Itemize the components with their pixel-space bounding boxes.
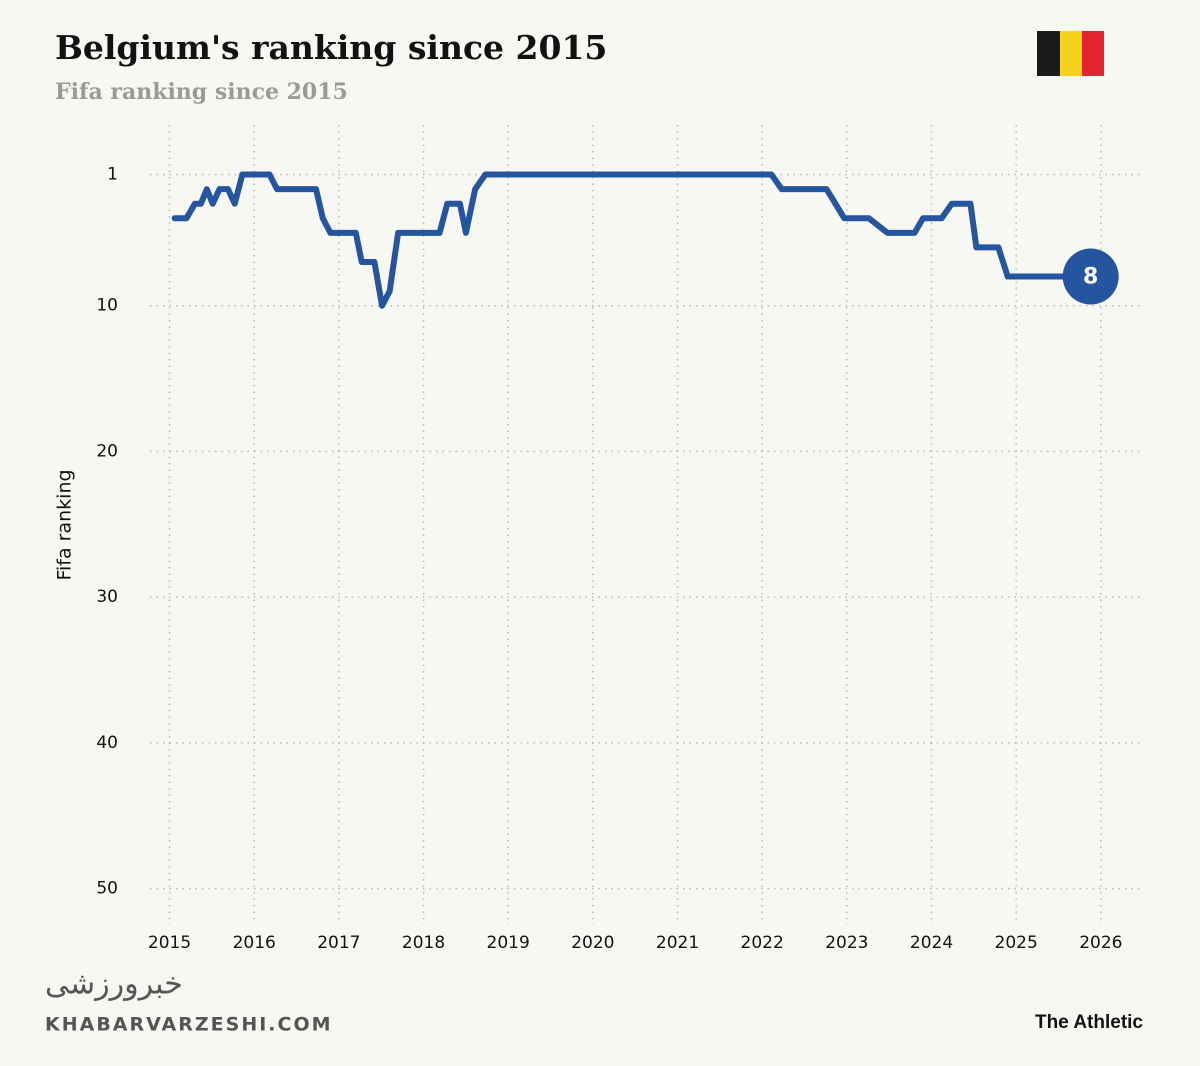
y-tick-label: 30 [96,587,118,607]
x-tick-label: 2018 [402,933,445,953]
watermark: KHABARVARZESHI.COM [45,1014,333,1036]
y-tick-label: 40 [96,733,118,753]
x-tick-label: 2023 [825,933,868,953]
flag [1037,31,1104,76]
chart-title: Belgium's ranking since 2015 [55,28,607,67]
x-tick-label: 2015 [148,933,191,953]
end-label: 8 [1083,265,1098,290]
x-tick-label: 2022 [741,933,784,953]
flag-red [1082,31,1104,76]
end-marker [1062,248,1119,305]
x-tick-label: 2019 [487,933,530,953]
y-tick-label: 1 [107,165,118,185]
y-tick-label: 50 [96,879,118,899]
flag-yellow [1060,31,1082,76]
x-tick-label: 2024 [910,933,953,953]
x-tick-label: 2026 [1079,933,1122,953]
x-tick-label: 2016 [233,933,276,953]
source: The Athletic [1035,1012,1143,1033]
y-tick-label: 10 [96,296,118,316]
x-tick-label: 2020 [571,933,614,953]
y-tick-label: 20 [96,441,118,461]
x-tick-label: 2017 [317,933,360,953]
x-tick-label: 2021 [656,933,699,953]
flag-black [1037,31,1060,76]
x-tick-label: 2025 [995,933,1038,953]
chart-subtitle: Fifa ranking since 2015 [55,79,348,105]
line [171,171,1094,309]
watermark-logo: خبرورزشی [45,967,183,1002]
y-axis-label: Fifa ranking [54,469,76,580]
